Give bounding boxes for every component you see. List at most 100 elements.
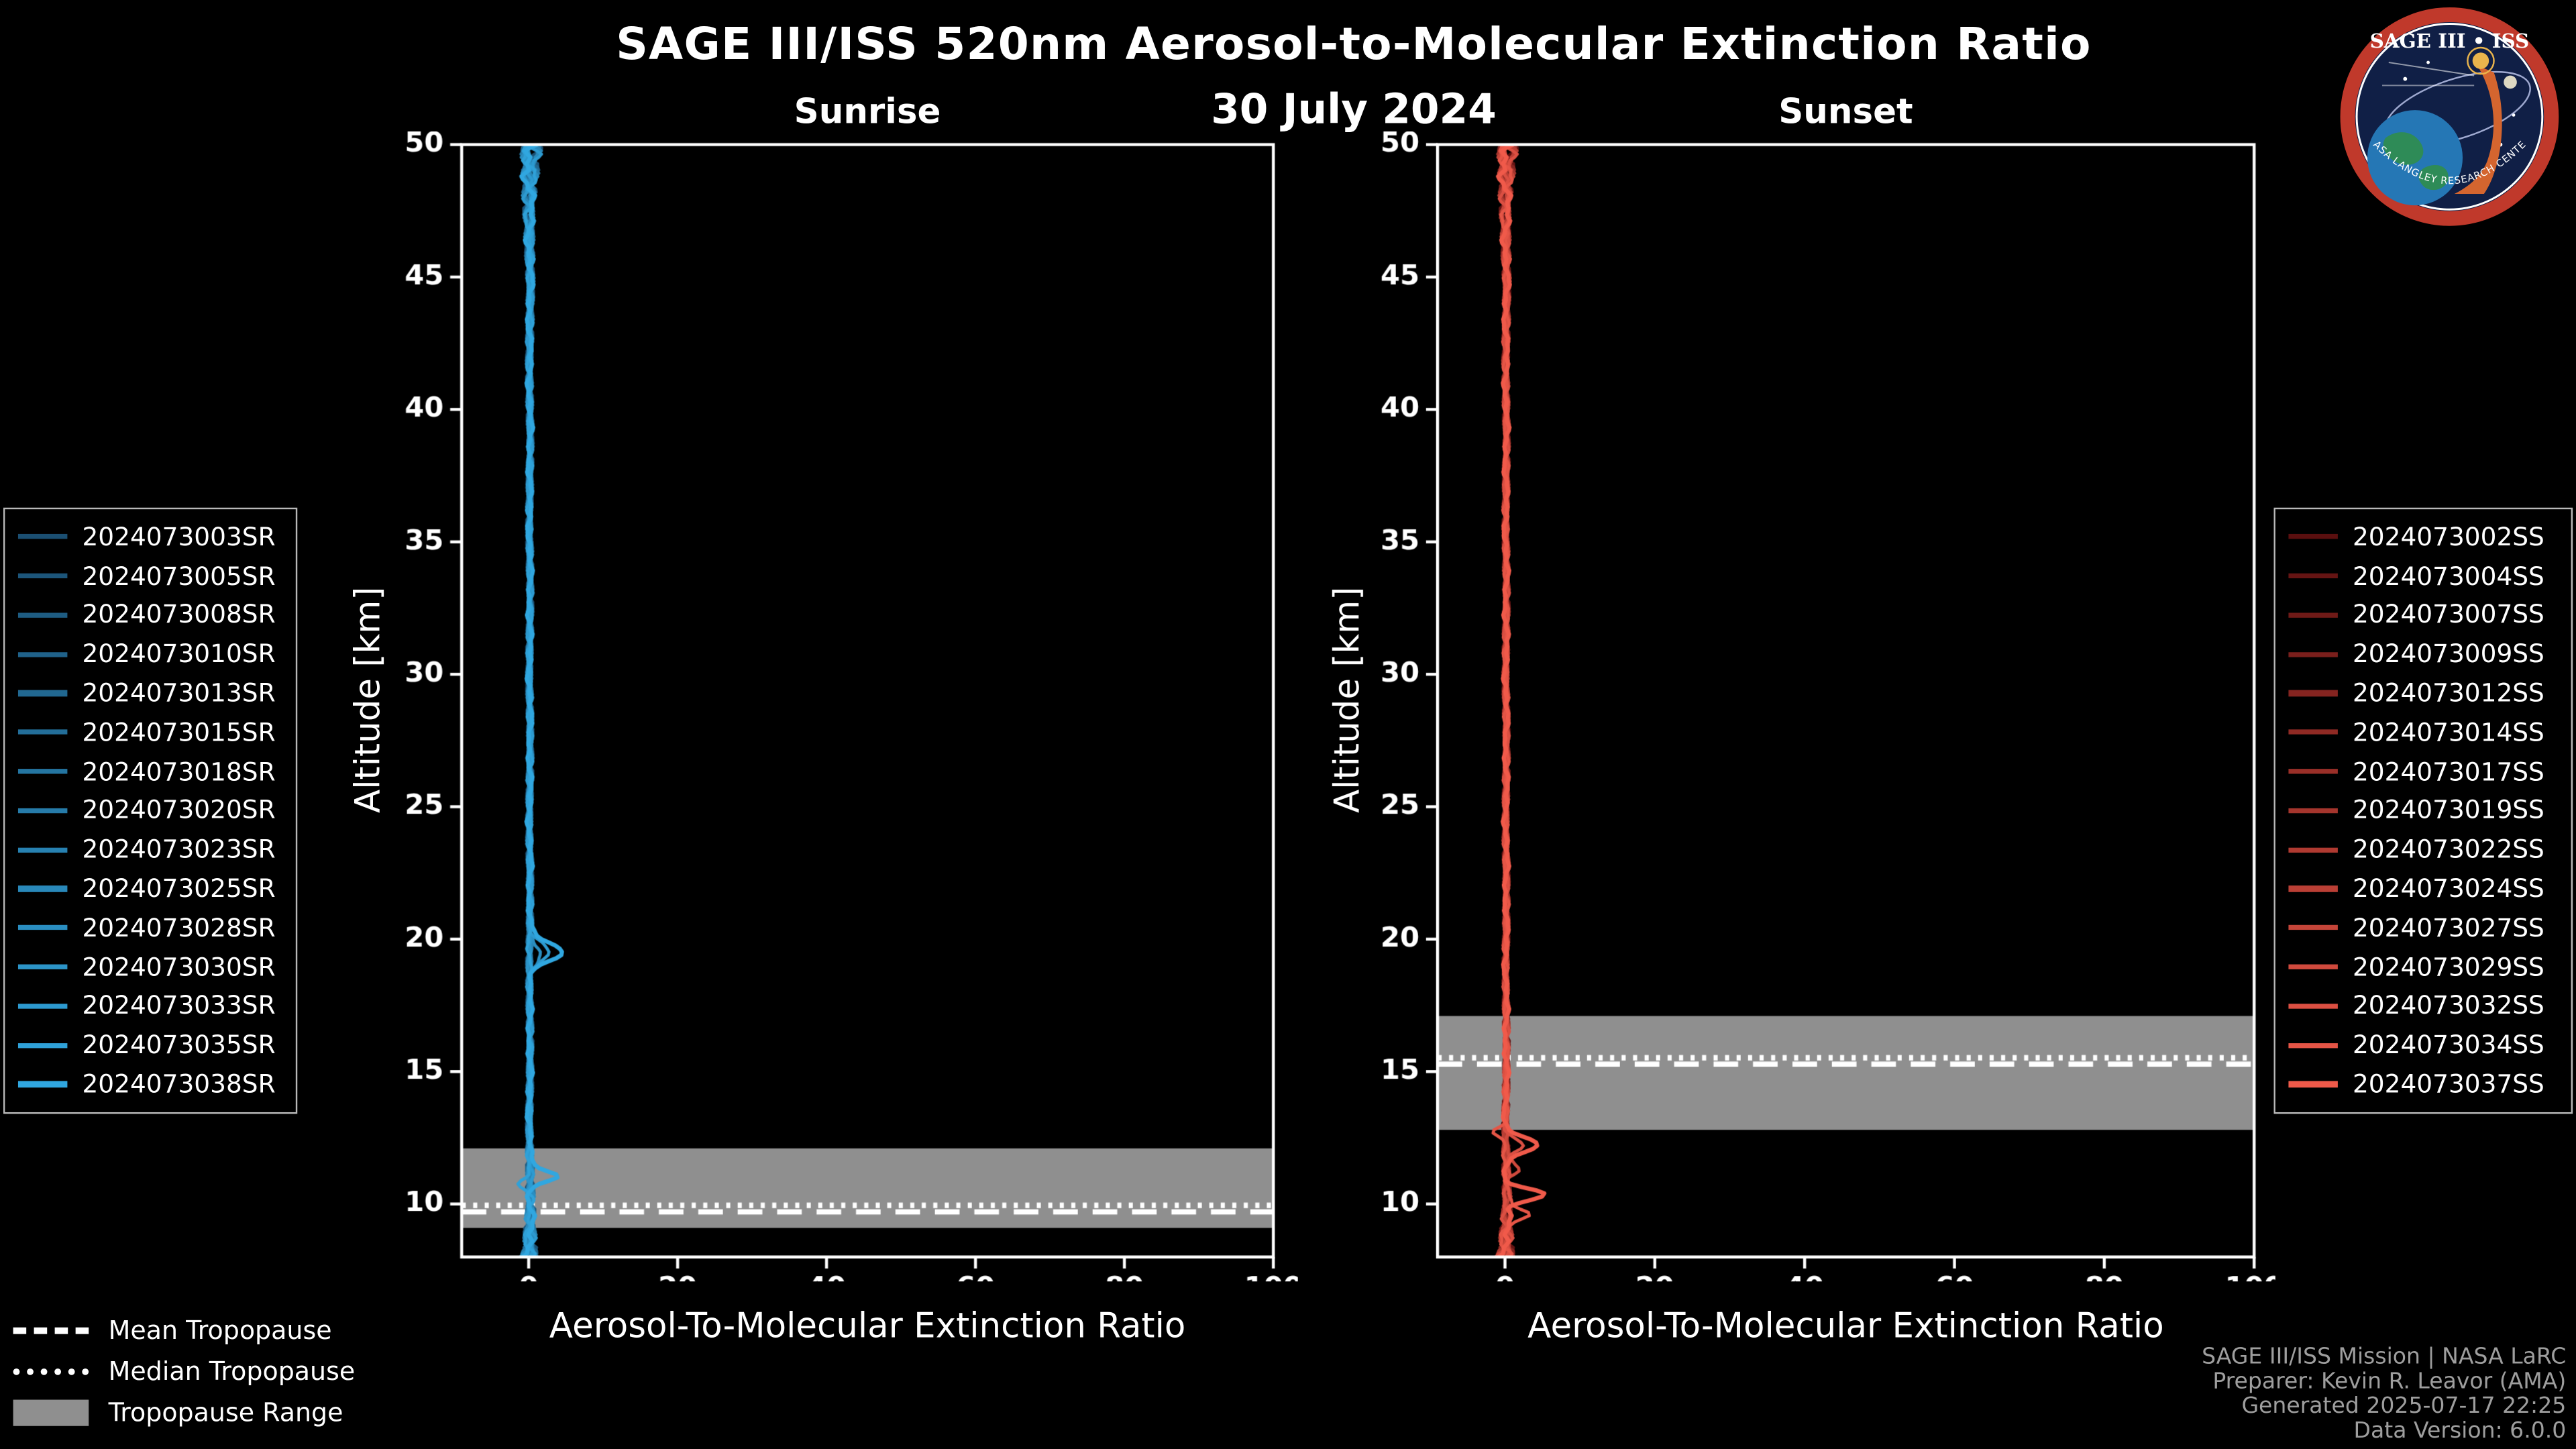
legend-line-swatch [2288, 886, 2338, 892]
legend-item-label: 2024073009SS [2352, 639, 2544, 669]
legend-item: 2024073018SR [5, 752, 295, 791]
sunset-x-axis-label: Aerosol-To-Molecular Extinction Ratio [1527, 1305, 2164, 1346]
tropopause-legend-label: Tropopause Range [108, 1397, 343, 1427]
subplot-title-sunset: Sunset [1778, 92, 1913, 131]
legend-item: 2024073038SR [5, 1065, 295, 1104]
legend-line-swatch [2288, 847, 2338, 853]
sunset-y-axis-label: Altitude [km] [1327, 586, 1367, 813]
legend-item-label: 2024073037SS [2352, 1069, 2544, 1099]
legend-item: 2024073019SS [2275, 791, 2571, 830]
legend-item: 2024073003SR [5, 517, 295, 556]
legend-item-label: 2024073023SR [82, 835, 276, 865]
legend-line-swatch [17, 808, 68, 814]
legend-item-label: 2024073017SS [2352, 757, 2544, 787]
credit-line: SAGE III/ISS Mission | NASA LaRC [2202, 1344, 2567, 1371]
sage-logo-title: SAGE III • ISS [2370, 29, 2530, 52]
legend-item-label: 2024073029SS [2352, 952, 2544, 982]
legend-item: 2024073002SS [2275, 517, 2571, 556]
gray-patch-swatch [13, 1399, 89, 1426]
legend-item: 2024073034SS [2275, 1026, 2571, 1065]
legend-item: 2024073027SS [2275, 908, 2571, 947]
legend-item-label: 2024073025SR [82, 874, 276, 904]
legend-item: 2024073004SS [2275, 557, 2571, 596]
legend-line-swatch [17, 925, 68, 931]
legend-item-label: 2024073012SS [2352, 678, 2544, 708]
legend-item: 2024073010SR [5, 635, 295, 674]
legend-item-label: 2024073022SS [2352, 835, 2544, 865]
sunset-legend: 2024073002SS 2024073004SS 2024073007SS 2024… [2273, 507, 2573, 1114]
legend-line-swatch [17, 847, 68, 853]
legend-item-label: 2024073004SS [2352, 561, 2544, 591]
legend-line-swatch [17, 1003, 68, 1009]
legend-item: 2024073005SR [5, 557, 295, 596]
legend-item-label: 2024073010SR [82, 639, 276, 669]
legend-item: 2024073032SS [2275, 987, 2571, 1026]
legend-item-label: 2024073018SR [82, 757, 276, 787]
subplot-title-sunrise: Sunrise [794, 92, 941, 131]
tropopause-legend: Mean Tropopause Median Tropopause Tropop… [13, 1309, 356, 1433]
tropopause-legend-range: Tropopause Range [13, 1391, 356, 1432]
dashed-line-swatch [13, 1326, 89, 1334]
dotted-line-swatch [13, 1367, 89, 1375]
legend-item-label: 2024073028SR [82, 913, 276, 943]
tropopause-legend-label: Median Tropopause [108, 1356, 356, 1386]
legend-item-label: 2024073032SS [2352, 991, 2544, 1021]
legend-item-label: 2024073014SS [2352, 717, 2544, 747]
legend-item: 2024073012SS [2275, 674, 2571, 713]
sunrise-legend: 2024073003SR 2024073005SR 2024073008SR 2024… [3, 507, 298, 1114]
credit-line: Preparer: Kevin R. Leavor (AMA) [2212, 1368, 2567, 1395]
legend-item-label: 2024073007SS [2352, 600, 2544, 631]
sage-logo: SAGE III • ISS NASA LANGLEY RESEARCH CEN… [2335, 0, 2559, 227]
legend-item: 2024073024SS [2275, 869, 2571, 908]
legend-line-swatch [2288, 925, 2338, 931]
legend-item: 2024073029SS [2275, 947, 2571, 986]
legend-line-swatch [2288, 1081, 2338, 1087]
tropopause-legend-mean: Mean Tropopause [13, 1309, 356, 1350]
legend-item: 2024073008SR [5, 596, 295, 635]
legend-line-swatch [2288, 612, 2338, 619]
legend-line-swatch [2288, 534, 2338, 540]
legend-line-swatch [17, 534, 68, 540]
legend-line-swatch [17, 730, 68, 735]
legend-item-label: 2024073019SS [2352, 796, 2544, 826]
credit-line: Generated 2025-07-17 22:25 [2241, 1393, 2567, 1419]
legend-item: 2024073014SS [2275, 713, 2571, 752]
legend-item-label: 2024073035SR [82, 1030, 276, 1061]
legend-item: 2024073035SR [5, 1026, 295, 1065]
legend-line-swatch [2288, 651, 2338, 657]
legend-line-swatch [2288, 769, 2338, 775]
legend-line-swatch [2288, 573, 2338, 579]
legend-item: 2024073033SR [5, 987, 295, 1026]
legend-line-swatch [2288, 1042, 2338, 1049]
tropopause-legend-median: Median Tropopause [13, 1350, 356, 1391]
legend-item-label: 2024073030SR [82, 952, 276, 982]
legend-item-label: 2024073003SR [82, 522, 276, 552]
credits-block: SAGE III/ISS Mission | NASA LaRC Prepare… [2202, 1344, 2567, 1444]
date-title: 30 July 2024 [1211, 85, 1497, 133]
legend-item-label: 2024073002SS [2352, 522, 2544, 552]
legend-item: 2024073025SR [5, 869, 295, 908]
legend-item: 2024073023SR [5, 830, 295, 869]
legend-item: 2024073007SS [2275, 596, 2571, 635]
legend-item-label: 2024073027SS [2352, 913, 2544, 943]
credit-line: Data Version: 6.0.0 [2353, 1417, 2567, 1444]
sunrise-y-axis-label: Altitude [km] [348, 586, 388, 813]
legend-item-label: 2024073015SR [82, 717, 276, 747]
legend-line-swatch [2288, 964, 2338, 970]
legend-line-swatch [17, 612, 68, 619]
legend-item: 2024073020SR [5, 791, 295, 830]
legend-line-swatch [17, 886, 68, 892]
legend-line-swatch [2288, 808, 2338, 814]
legend-item-label: 2024073024SS [2352, 874, 2544, 904]
legend-item-label: 2024073005SR [82, 561, 276, 591]
tropopause-legend-label: Mean Tropopause [108, 1315, 332, 1345]
legend-item-label: 2024073038SR [82, 1069, 276, 1099]
legend-item: 2024073017SS [2275, 752, 2571, 791]
legend-line-swatch [17, 964, 68, 970]
legend-line-swatch [17, 1042, 68, 1049]
legend-item-label: 2024073020SR [82, 796, 276, 826]
sunrise-plot [353, 131, 1298, 1282]
legend-item: 2024073013SR [5, 674, 295, 713]
legend-item-label: 2024073033SR [82, 991, 276, 1021]
